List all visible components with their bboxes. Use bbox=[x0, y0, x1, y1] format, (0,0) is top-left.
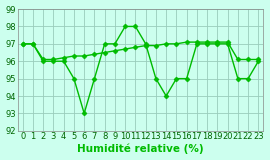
X-axis label: Humidité relative (%): Humidité relative (%) bbox=[77, 144, 204, 154]
